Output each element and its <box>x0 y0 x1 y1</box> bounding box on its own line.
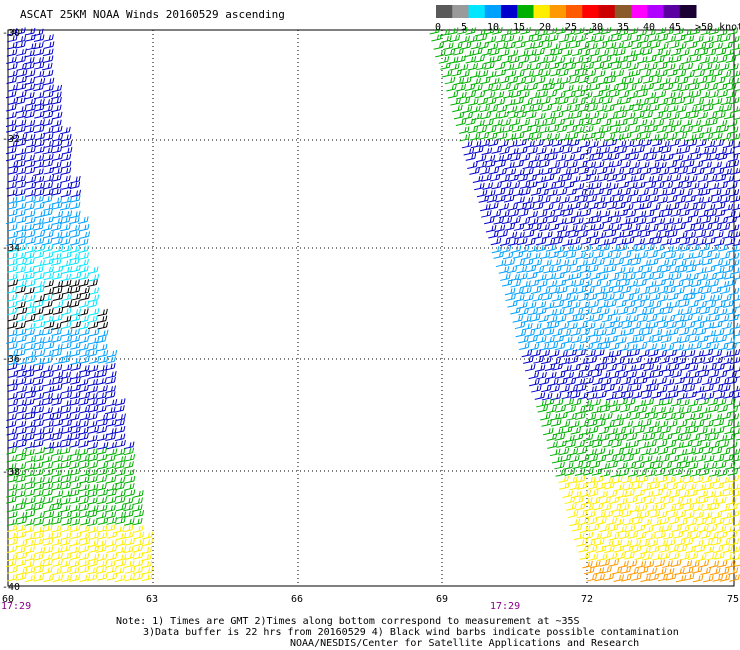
legend-label: 10 <box>487 22 499 33</box>
legend-swatch <box>517 5 534 18</box>
lon-label-60: 60 <box>2 594 14 605</box>
legend-swatch <box>549 5 567 18</box>
pass-time-right: 17:29 <box>490 601 520 612</box>
legend-label: 35 <box>617 22 629 33</box>
axis-labels: -30 -32 -34 -36 -38 -40 60 63 66 69 72 7… <box>1 28 739 612</box>
lon-label-66: 66 <box>291 594 303 605</box>
lat-label-36: -36 <box>2 354 20 365</box>
legend-swatch <box>663 5 681 18</box>
lon-label-69: 69 <box>436 594 448 605</box>
legend-label: 30 <box>591 22 603 33</box>
legend-swatch <box>566 5 583 18</box>
legend-swatch <box>582 5 599 18</box>
legend-swatch <box>614 5 632 18</box>
speed-color-legend: 0 5 10 15 20 25 30 35 40 45 >50 knots <box>435 5 740 33</box>
map-title: ASCAT 25KM NOAA Winds 20160529 ascending <box>20 8 285 21</box>
legend-swatch <box>598 5 616 18</box>
legend-swatch <box>452 5 469 18</box>
legend-swatch <box>679 5 697 18</box>
pass-time-left: 17:29 <box>1 601 31 612</box>
legend-label: 5 <box>461 22 467 33</box>
legend-label: 20 <box>539 22 551 33</box>
note-line-1: Note: 1) Times are GMT 2)Times along bot… <box>116 616 580 627</box>
legend-swatch <box>501 5 518 18</box>
lon-label-72: 72 <box>581 594 593 605</box>
legend-label: 15 <box>513 22 525 33</box>
legend-label: 25 <box>565 22 577 33</box>
legend-swatch <box>436 5 453 18</box>
lat-label-32: -32 <box>2 134 20 145</box>
lat-label-40: -40 <box>2 582 20 593</box>
wind-barbs <box>5 26 740 583</box>
legend-swatch <box>631 5 648 18</box>
legend-swatch <box>468 5 486 18</box>
lon-label-75: 75 <box>727 594 739 605</box>
note-line-3: NOAA/NESDIS/Center for Satellite Applica… <box>290 638 640 649</box>
lat-label-30: -30 <box>2 28 20 39</box>
legend-label: >50 knots <box>695 22 740 33</box>
legend-swatch <box>484 5 502 18</box>
lon-label-63: 63 <box>146 594 158 605</box>
legend-label: 0 <box>435 22 441 33</box>
legend-swatch <box>647 5 664 18</box>
legend-label: 40 <box>643 22 655 33</box>
lat-label-34: -34 <box>2 243 20 254</box>
legend-label: 45 <box>669 22 681 33</box>
legend-swatch <box>533 5 551 18</box>
note-line-2: 3)Data buffer is 22 hrs from 20160529 4)… <box>143 627 679 638</box>
lat-label-38: -38 <box>2 467 20 478</box>
